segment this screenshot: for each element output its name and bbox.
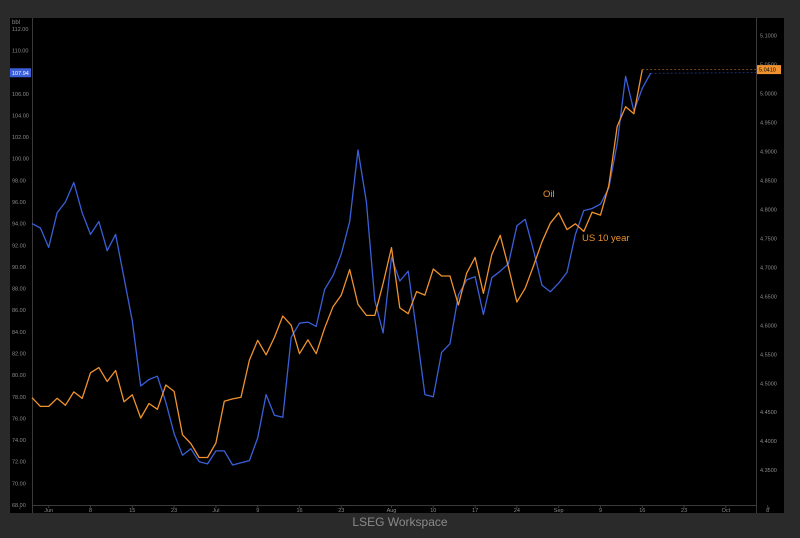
right-tick-label: 4.9500 — [760, 120, 777, 126]
last-value-labels: 107.94 5.0410 — [10, 65, 781, 78]
left-tick-label: 80.00 — [12, 373, 26, 379]
right-tick-label: 4.8000 — [760, 207, 777, 213]
left-tick-label: 68.00 — [12, 503, 26, 509]
x-tick-label: 23 — [338, 508, 344, 514]
right-tick-label: 4.5000 — [760, 381, 777, 387]
right-tick-label: 4.8500 — [760, 178, 777, 184]
left-tick-label: 86.00 — [12, 308, 26, 314]
left-axis-unit: bbl — [12, 20, 20, 26]
left-tick-label: 96.00 — [12, 200, 26, 206]
x-tick-label: 15 — [129, 508, 135, 514]
right-tick-label: 4.6500 — [760, 294, 777, 300]
left-tick-label: 92.00 — [12, 243, 26, 249]
left-tick-label: 98.00 — [12, 178, 26, 184]
right-tick-label: 4.4500 — [760, 410, 777, 416]
left-tick-label: 106.00 — [12, 92, 29, 98]
x-tick-label: 23 — [681, 508, 687, 514]
right-tick-label: 4.9000 — [760, 149, 777, 155]
left-tick-label: 78.00 — [12, 395, 26, 401]
x-tick-label: 8 — [89, 508, 92, 514]
left-tick-label: 94.00 — [12, 222, 26, 228]
x-tick-label: 16 — [639, 508, 645, 514]
left-tick-label: 110.00 — [12, 48, 28, 54]
us10y-series-line — [31, 69, 643, 459]
x-tick-label: Oct — [722, 508, 731, 514]
x-tick-label: Jun — [44, 508, 53, 514]
left-tick-label: 102.00 — [12, 135, 29, 141]
x-tick-label: 17 — [472, 508, 478, 514]
x-tick-label: 9 — [256, 508, 259, 514]
x-tick-label: 16 — [296, 508, 302, 514]
left-last-value-label: 107.94 — [12, 71, 29, 77]
scroll-right-icon[interactable]: › — [768, 506, 770, 512]
x-tick-label: 23 — [171, 508, 177, 514]
annotation-oil: Oil — [543, 189, 555, 200]
right-last-value-label: 5.0410 — [759, 68, 776, 74]
x-tick-label: 8 — [766, 508, 769, 514]
right-tick-label: 4.6000 — [760, 323, 777, 329]
left-tick-label: 84.00 — [12, 330, 26, 336]
left-tick-label: 112.00 — [12, 27, 28, 33]
left-tick-label: 104.00 — [12, 113, 29, 119]
right-tick-label: 4.7500 — [760, 236, 777, 242]
left-tick-label: 90.00 — [12, 265, 26, 271]
left-axis-background — [10, 18, 32, 513]
x-tick-label: Sep — [554, 508, 564, 514]
right-tick-label: 4.4000 — [760, 439, 777, 445]
left-tick-label: 100.00 — [12, 157, 29, 163]
oil-series-line — [31, 72, 652, 466]
right-axis-background — [756, 18, 784, 513]
left-tick-label: 76.00 — [12, 416, 26, 422]
right-tick-label: 4.3500 — [760, 468, 777, 474]
right-tick-label: 5.0000 — [760, 91, 777, 97]
x-axis-ticks: Jun 8 15 23 Jul 9 16 23 Aug 10 17 24 Sep 9 16 23 Oct 8 — [44, 505, 769, 514]
right-tick-label: 5.1000 — [760, 33, 777, 39]
right-tick-label: 4.5500 — [760, 352, 777, 358]
scroll-left-icon[interactable]: ‹ — [19, 506, 21, 512]
x-tick-label: Jul — [212, 508, 219, 514]
x-tick-label: 10 — [430, 508, 436, 514]
right-tick-label: 4.7000 — [760, 265, 777, 271]
watermark: LSEG Workspace — [352, 515, 448, 529]
annotation-layer: Oil US 10 year — [543, 189, 630, 244]
annotation-us10y: US 10 year — [582, 233, 630, 244]
left-tick-label: 70.00 — [12, 481, 26, 487]
right-last-value-badge — [757, 65, 781, 75]
x-tick-label: 24 — [514, 508, 520, 514]
left-tick-label: 82.00 — [12, 351, 26, 357]
x-tick-label: Aug — [387, 508, 397, 514]
left-tick-label: 88.00 — [12, 287, 26, 293]
x-tick-label: 9 — [599, 508, 602, 514]
left-tick-label: 74.00 — [12, 438, 26, 444]
left-tick-label: 72.00 — [12, 460, 26, 466]
series-layer — [31, 69, 652, 466]
left-last-value-badge — [10, 68, 31, 78]
